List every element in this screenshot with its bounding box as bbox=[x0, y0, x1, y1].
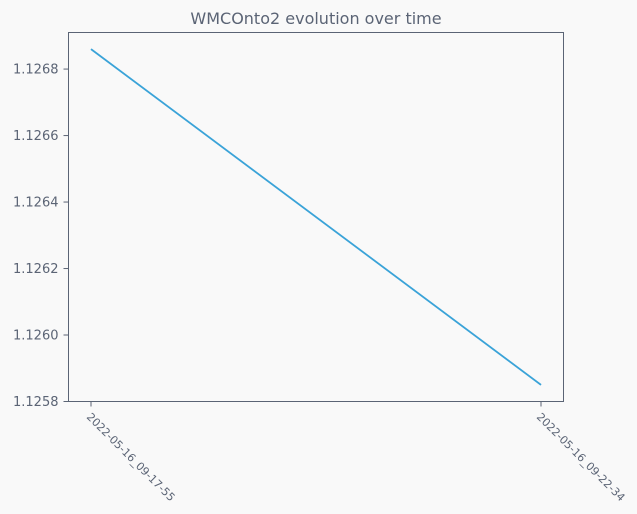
chart-title: WMCOnto2 evolution over time bbox=[190, 9, 441, 28]
series-line bbox=[90, 48, 542, 386]
y-tick-label: 1.1264 bbox=[13, 196, 59, 211]
x-axis: 2022-05-16_09-17-55 2022-05-16_09-22-34 bbox=[84, 401, 628, 504]
y-tick-label: 1.1268 bbox=[13, 63, 59, 78]
x-tick-label: 2022-05-16_09-17-55 bbox=[84, 410, 178, 504]
y-tick-label: 1.1262 bbox=[13, 262, 59, 277]
y-axis: 1.1258 1.1260 1.1262 1.1264 1.1266 1.1268 bbox=[13, 63, 69, 410]
y-tick-label: 1.1260 bbox=[13, 329, 59, 344]
x-tick-label: 2022-05-16_09-22-34 bbox=[534, 410, 628, 504]
y-tick-label: 1.1258 bbox=[13, 395, 59, 410]
plot-area-frame bbox=[68, 32, 564, 402]
series-group bbox=[90, 48, 542, 386]
y-tick-label: 1.1266 bbox=[13, 129, 59, 144]
